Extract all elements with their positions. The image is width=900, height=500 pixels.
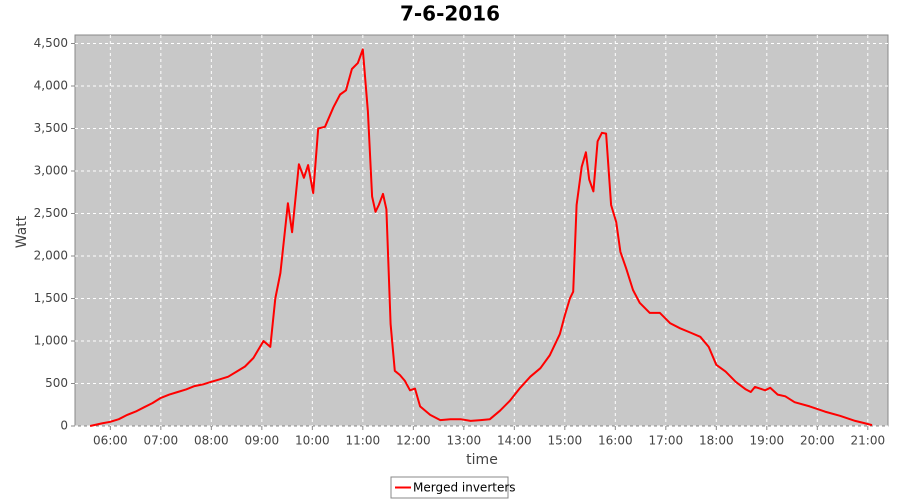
chart-title: 7-6-2016 [400,2,500,26]
x-tick-label: 15:00 [548,434,583,448]
x-tick-label: 18:00 [699,434,734,448]
x-tick-label: 06:00 [93,434,128,448]
x-tick-label: 14:00 [497,434,532,448]
x-tick-label: 13:00 [447,434,482,448]
y-tick-label: 3,500 [34,121,68,135]
x-tick-label: 21:00 [851,434,886,448]
y-axis-label: Watt [14,215,30,248]
y-tick-label: 4,500 [34,36,68,50]
x-tick-label: 16:00 [598,434,633,448]
y-tick-label: 1,000 [34,334,68,348]
y-tick-label: 3,000 [34,164,68,178]
y-tick-label: 2,500 [34,206,68,220]
y-tick-label: 4,000 [34,79,68,93]
x-tick-label: 09:00 [245,434,280,448]
x-axis-label: time [466,452,498,468]
x-tick-label: 08:00 [194,434,229,448]
plot-area [74,34,889,427]
y-tick-label: 2,000 [34,249,68,263]
x-tick-label: 20:00 [800,434,835,448]
x-tick-label: 12:00 [396,434,431,448]
legend-box [390,476,509,499]
x-tick-label: 17:00 [649,434,684,448]
y-tick-label: 0 [60,419,68,433]
x-tick-label: 19:00 [750,434,785,448]
x-tick-label: 07:00 [144,434,179,448]
y-tick-label: 1,500 [34,291,68,305]
legend-label: Merged inverters [413,481,516,495]
data-line [89,48,873,427]
y-tick-label: 500 [45,376,68,390]
x-tick-label: 11:00 [346,434,381,448]
x-tick-label: 10:00 [295,434,330,448]
